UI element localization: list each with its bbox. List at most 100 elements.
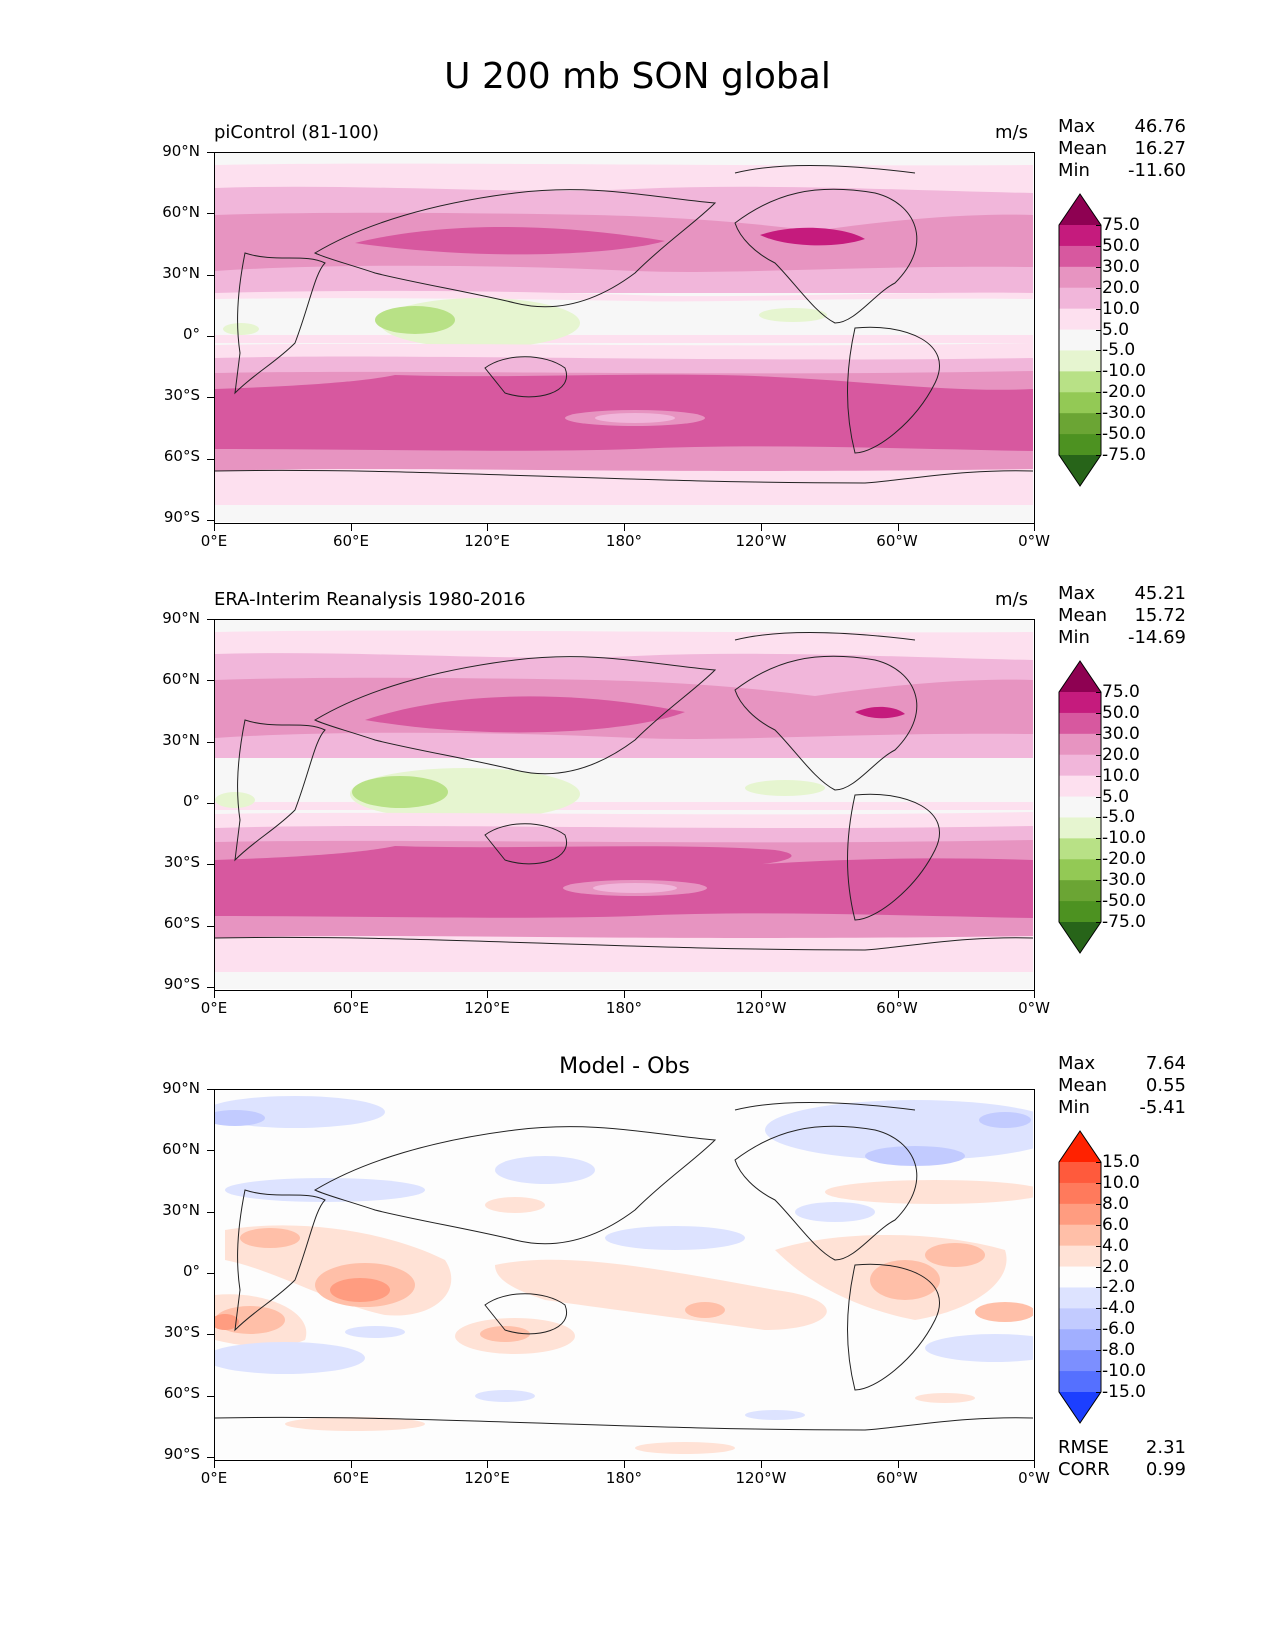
colorbar-tick: [1096, 413, 1101, 415]
lon-tick-mark: [487, 991, 489, 998]
colorbar-tick: [1096, 1392, 1101, 1393]
panel3-lat-tick: 30°S: [163, 1323, 200, 1341]
colorbar-segment: [1059, 712, 1101, 735]
stat-value: 46.76: [1134, 116, 1186, 137]
stat-label: Mean: [1058, 1075, 1108, 1096]
colorbar-tick: [1096, 434, 1101, 436]
colorbar-tick-label: 10.0: [1102, 765, 1140, 786]
colorbar-tick-label: -50.0: [1102, 424, 1146, 445]
lat-tick-mark: [207, 1089, 214, 1090]
stat-label: Mean: [1058, 138, 1108, 159]
colorbar-tick: [1096, 350, 1101, 352]
colorbar-segment: [1059, 392, 1101, 414]
lat-tick-mark: [207, 802, 214, 804]
colorbar-tick-label: 75.0: [1102, 682, 1140, 702]
panel1-lat-tick: 30°S: [163, 386, 200, 404]
panel1-lat-tick: 30°N: [162, 264, 200, 282]
colorbar-segment: [1059, 775, 1101, 798]
colorbar-segment: [1059, 692, 1101, 714]
lat-tick-mark: [207, 864, 214, 866]
panel1-stats: Max 46.76 Mean 16.27 Min -11.60: [1058, 116, 1186, 182]
lon-tick-mark: [1034, 1461, 1036, 1468]
lon-tick-mark: [624, 524, 626, 531]
panel1-lon-tick: 0°W: [1018, 532, 1050, 550]
panel2-lon-tick: 0°E: [200, 999, 228, 1017]
colorbar-tick-label: -5.0: [1102, 807, 1136, 828]
lat-tick-mark: [207, 680, 214, 682]
colorbar-tick-label: -75.0: [1102, 912, 1146, 932]
colorbar-tick: [1096, 901, 1101, 903]
lat-tick-mark: [207, 519, 214, 521]
colorbar-segment: [1059, 1224, 1101, 1247]
colorbar-tick: [1096, 371, 1101, 373]
panel2-lon-tick: 0°W: [1018, 999, 1050, 1017]
colorbar-tick-label: 50.0: [1102, 702, 1140, 723]
colorbar-tick: [1096, 245, 1101, 247]
colorbar-tick: [1096, 1287, 1101, 1289]
panel1-map: [214, 152, 1035, 524]
colorbar-extend-bottom: [1059, 1392, 1101, 1423]
colorbar-tick: [1096, 817, 1101, 819]
colorbar-segment: [1059, 434, 1101, 456]
panel1-title: piControl (81-100): [214, 122, 380, 143]
stat-label: Min: [1058, 160, 1090, 181]
panel3-lon-tick: 60°E: [332, 1469, 370, 1487]
colorbar-segment: [1059, 1162, 1101, 1184]
lat-tick-mark: [207, 741, 214, 743]
stat-value: -5.41: [1139, 1097, 1186, 1118]
lon-tick-mark: [624, 991, 626, 998]
colorbar-segment: [1059, 1182, 1101, 1205]
colorbar-tick: [1096, 1182, 1101, 1184]
colorbar-tick-label: 4.0: [1102, 1235, 1130, 1256]
panel1-lat-tick: 0°: [182, 325, 200, 343]
colorbar-tick-label: -30.0: [1102, 403, 1146, 424]
lon-tick-mark: [214, 1461, 215, 1468]
panel3-lat-tick: 90°N: [162, 1079, 200, 1097]
metric-value: 0.99: [1145, 1459, 1186, 1480]
lon-tick-mark: [897, 1461, 899, 1468]
colorbar-segment: [1059, 1329, 1101, 1351]
colorbar-segment: [1059, 245, 1101, 268]
panel1-wind-field: [215, 153, 1033, 522]
colorbar-tick-label: -20.0: [1102, 382, 1146, 403]
stat-label: Max: [1058, 583, 1096, 604]
colorbar-tick-label: 2.0: [1102, 1256, 1130, 1277]
colorbar-tick-label: 5.0: [1102, 319, 1130, 340]
panel2-lon-tick: 120°W: [735, 999, 787, 1017]
stat-label: Mean: [1058, 605, 1108, 626]
colorbar-tick: [1096, 1224, 1101, 1226]
colorbar-segment: [1059, 880, 1101, 902]
colorbar-tick: [1096, 1203, 1101, 1205]
colorbar-tick: [1096, 838, 1101, 840]
panel2-colorbar: [1058, 660, 1102, 954]
panel2-wind-field: [215, 620, 1033, 989]
colorbar-tick: [1096, 880, 1101, 882]
colorbar-tick-label: -6.0: [1102, 1319, 1136, 1340]
lon-tick-mark: [214, 524, 215, 531]
colorbar-segment: [1059, 838, 1101, 860]
panel1-lat-tick: 60°N: [162, 203, 200, 221]
colorbar-segment: [1059, 1287, 1101, 1309]
panel2-lat-tick: 30°S: [163, 853, 200, 871]
lat-tick-mark: [207, 925, 214, 927]
colorbar-tick-label: -30.0: [1102, 870, 1146, 891]
lat-tick-mark: [207, 1395, 214, 1397]
panel1-lon-tick: 180°: [605, 532, 643, 550]
lon-tick-mark: [897, 991, 899, 998]
colorbar-tick: [1096, 1350, 1101, 1352]
colorbar-tick: [1096, 775, 1101, 777]
colorbar-tick: [1096, 1371, 1101, 1373]
colorbar-extend-top: [1059, 661, 1101, 692]
colorbar-segment: [1059, 796, 1101, 818]
panel2-lon-tick: 60°W: [876, 999, 918, 1017]
colorbar-tick-label: 50.0: [1102, 235, 1140, 256]
lat-tick-mark: [207, 1456, 214, 1458]
lat-tick-mark: [207, 397, 214, 399]
panel3-map: [214, 1089, 1035, 1461]
panel1-lat-tick: 90°S: [163, 508, 200, 526]
panel3-lon-tick: 0°E: [200, 1469, 228, 1487]
metric-value: 2.31: [1145, 1437, 1186, 1458]
panel2-lat-tick: 30°N: [162, 731, 200, 749]
panel3-lat-tick: 60°S: [163, 1384, 200, 1402]
colorbar-tick-label: -10.0: [1102, 361, 1146, 382]
